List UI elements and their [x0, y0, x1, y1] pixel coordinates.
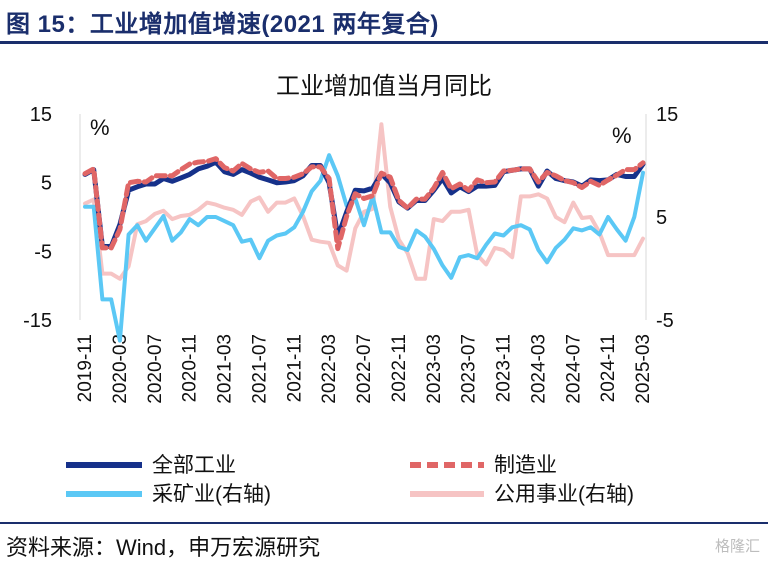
right-axis-unit: % [612, 123, 632, 148]
series-line-manufacturing [82, 156, 646, 252]
x-tick-label: 2025-03 [633, 334, 654, 404]
footer-rule [0, 522, 768, 524]
x-tick-label: 2021-07 [249, 334, 270, 404]
x-tick-label: 2022-07 [354, 334, 375, 404]
x-tick-label: 2021-11 [284, 334, 305, 402]
x-tick-label: 2023-11 [494, 334, 515, 402]
left-tick-labels: 15 5 -5 -15 [23, 104, 52, 332]
legend-label-utilities: 公用事业(右轴) [494, 483, 634, 506]
left-tick-label: -5 [34, 241, 52, 263]
left-tick-label: 15 [30, 104, 52, 126]
chart: 工业增加值当月同比 % % 15 5 -5 -15 15 5 -5 2019-11 2020… [23, 73, 678, 506]
right-tick-label: 5 [656, 207, 667, 229]
legend: 全部工业 制造业 采矿业(右轴) 公用事业(右轴) [66, 454, 634, 506]
left-axis-unit: % [90, 115, 110, 140]
right-tick-label: -5 [656, 310, 674, 332]
series-layer [82, 122, 646, 343]
right-tick-label: 15 [656, 104, 678, 126]
legend-label-all-industry: 全部工业 [152, 454, 236, 477]
x-tick-label: 2023-07 [459, 334, 480, 404]
series-line-mining [83, 153, 645, 343]
x-tick-label: 2020-03 [110, 334, 131, 404]
legend-item-mining: 采矿业(右轴) [66, 483, 271, 506]
axes: 15 5 -5 -15 15 5 -5 2019-11 2020-03 2020-07 2020… [23, 104, 678, 404]
x-tick-label: 2019-11 [75, 334, 96, 402]
chart-title: 工业增加值当月同比 [276, 73, 492, 100]
legend-item-manufacturing: 制造业 [410, 454, 557, 477]
x-tick-labels: 2019-11 2020-03 2020-07 2020-11 2021-03 2021-… [75, 334, 654, 404]
x-tick-label: 2024-07 [563, 334, 584, 404]
series-line-utilities [83, 122, 645, 281]
x-tick-label: 2021-03 [215, 334, 236, 404]
source-note: 资料来源：Wind，申万宏源研究 [6, 535, 321, 560]
watermark: 格隆汇 [714, 538, 760, 555]
x-tick-label: 2022-03 [319, 334, 340, 404]
right-tick-labels: 15 5 -5 [656, 104, 678, 332]
legend-label-manufacturing: 制造业 [494, 454, 557, 477]
x-tick-label: 2020-11 [180, 334, 201, 402]
left-tick-label: -15 [23, 310, 52, 332]
x-tick-label: 2020-07 [145, 334, 166, 404]
legend-label-mining: 采矿业(右轴) [152, 483, 271, 506]
title-rule [0, 41, 768, 44]
left-tick-label: 5 [41, 173, 52, 195]
x-tick-label: 2023-03 [424, 334, 445, 404]
figure-title: 图 15：工业增加值增速(2021 两年复合) [6, 11, 439, 38]
legend-item-utilities: 公用事业(右轴) [410, 483, 634, 506]
x-tick-label: 2022-11 [389, 334, 410, 402]
legend-item-all-industry: 全部工业 [66, 454, 236, 477]
x-tick-label: 2024-03 [528, 334, 549, 404]
x-tick-label: 2024-11 [598, 334, 619, 402]
